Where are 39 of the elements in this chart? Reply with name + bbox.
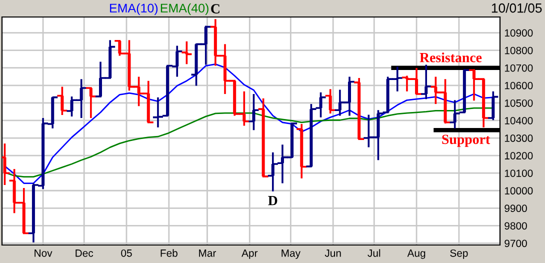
line-series xyxy=(4,63,494,184)
x-tick-label: Feb xyxy=(160,249,178,257)
x-tick-label: May xyxy=(282,250,300,259)
text: EMA(10) xyxy=(110,3,158,16)
candlestick xyxy=(57,86,68,116)
y-tick-label: 10400 xyxy=(504,116,533,124)
y-tick-label: 10900 xyxy=(504,29,533,37)
y-tick-label: 10100 xyxy=(504,170,533,177)
candlestick xyxy=(248,93,259,132)
annotation: Resistance xyxy=(420,52,482,62)
y-tick-label: 10600 xyxy=(504,82,533,90)
x-tick-label: Aug xyxy=(407,250,426,259)
x-tick-label: Jul xyxy=(368,249,380,257)
x-tick-label: Jun xyxy=(324,250,341,257)
y-tick-label: 9700 xyxy=(504,240,527,248)
annotation: D xyxy=(268,196,278,206)
y-tick-label: 9800 xyxy=(504,222,527,230)
annotation: C xyxy=(211,4,220,14)
candlestick xyxy=(182,40,192,66)
y-tick-label: 10800 xyxy=(504,46,533,54)
x-tick-label: Sep xyxy=(450,249,468,259)
y-tick-label: 10200 xyxy=(504,152,533,160)
candlestick xyxy=(325,88,336,114)
y-tick-label: 9900 xyxy=(504,204,527,212)
y-tick-label: 10000 xyxy=(504,187,533,195)
x-tick-label: Apr xyxy=(242,250,258,259)
y-tick-label: 10500 xyxy=(504,99,533,107)
y-tick-label: 10700 xyxy=(504,64,533,72)
candlestick xyxy=(296,123,307,180)
text: 10/01/05 xyxy=(492,3,542,13)
candlestick xyxy=(488,90,498,122)
y-tick-label: 10300 xyxy=(504,134,533,142)
x-tick-label: Mar xyxy=(199,250,216,257)
x-tick-label: Nov xyxy=(34,250,52,257)
x-tick-label: Dec xyxy=(76,250,94,257)
text: EMA(40) xyxy=(160,3,208,16)
annotation: Support xyxy=(442,134,490,147)
candlestick xyxy=(421,64,432,100)
x-tick-label: 05 xyxy=(121,249,132,257)
